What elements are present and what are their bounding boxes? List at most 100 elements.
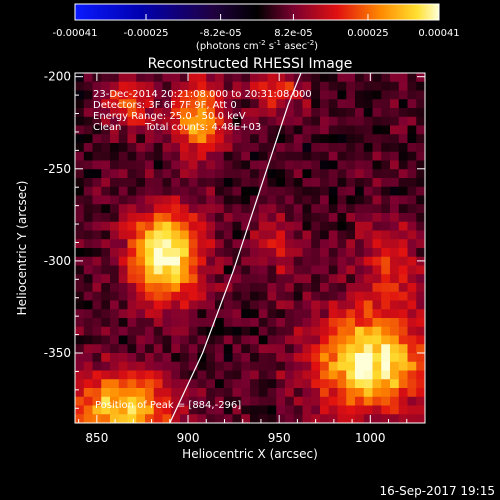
heatmap-cell <box>258 178 268 188</box>
heatmap-cell <box>153 160 163 170</box>
heatmap-cell <box>302 283 312 293</box>
heatmap-cell <box>293 326 303 336</box>
heatmap-cell <box>153 256 163 266</box>
heatmap-cell <box>276 239 286 249</box>
heatmap-cell <box>162 178 172 188</box>
heatmap-cell <box>258 309 268 319</box>
heatmap-cell <box>171 361 181 371</box>
heatmap-cell <box>215 353 225 363</box>
heatmap-cell <box>407 230 417 240</box>
heatmap-cell <box>337 256 347 266</box>
heatmap-cell <box>337 160 347 170</box>
heatmap-cell <box>363 248 373 258</box>
heatmap-cell <box>328 318 338 328</box>
heatmap-cell <box>363 300 373 310</box>
heatmap-cell <box>258 335 268 345</box>
heatmap-cell <box>293 414 303 423</box>
heatmap-cell <box>101 195 111 205</box>
heatmap-cell <box>285 256 295 266</box>
heatmap-cell <box>381 405 391 415</box>
heatmap-cell <box>145 300 155 310</box>
heatmap-cell <box>127 81 137 91</box>
heatmap-cell <box>381 239 391 249</box>
heatmap-cell <box>302 361 312 371</box>
heatmap-cell <box>162 309 172 319</box>
heatmap-cell <box>355 318 365 328</box>
heatmap-cell <box>398 414 408 423</box>
heatmap-cell <box>267 239 277 249</box>
heatmap-cell <box>232 169 242 179</box>
heatmap-cell <box>337 414 347 423</box>
heatmap-cell <box>118 256 128 266</box>
heatmap-cell <box>372 221 382 231</box>
heatmap-cell <box>250 248 260 258</box>
heatmap-cell <box>188 370 198 380</box>
heatmap-cell <box>302 414 312 423</box>
heatmap-cell <box>136 73 146 83</box>
heatmap-cell <box>250 291 260 301</box>
heatmap-cell <box>188 344 198 354</box>
heatmap-cell <box>276 186 286 196</box>
heatmap-cell <box>232 116 242 126</box>
heatmap-cell <box>416 239 425 249</box>
heatmap-cell <box>241 221 251 231</box>
heatmap-cell <box>355 300 365 310</box>
heatmap-cell <box>267 151 277 161</box>
heatmap-cell <box>285 221 295 231</box>
heatmap-cell <box>127 178 137 188</box>
heatmap-cell <box>118 379 128 389</box>
heatmap-cell <box>267 73 277 83</box>
heatmap-cell <box>127 344 137 354</box>
heatmap-cell <box>127 326 137 336</box>
heatmap-cell <box>75 361 85 371</box>
heatmap-cell <box>293 248 303 258</box>
heatmap-cell <box>372 169 382 179</box>
heatmap-cell <box>171 116 181 126</box>
heatmap-cell <box>232 361 242 371</box>
heatmap-cell <box>223 344 233 354</box>
heatmap-cell <box>92 370 102 380</box>
heatmap-cell <box>188 230 198 240</box>
heatmap-cell <box>197 370 207 380</box>
heatmap-cell <box>346 186 356 196</box>
heatmap-cell <box>127 291 137 301</box>
heatmap-cell <box>110 291 120 301</box>
heatmap-cell <box>250 143 260 153</box>
heatmap-cell <box>118 90 128 100</box>
heatmap-cell <box>390 318 400 328</box>
heatmap-cell <box>381 335 391 345</box>
heatmap-cell <box>241 160 251 170</box>
heatmap-cell <box>390 160 400 170</box>
heatmap-cell <box>416 90 425 100</box>
heatmap-cell <box>355 143 365 153</box>
heatmap-cell <box>363 353 373 363</box>
y-tick-label: -300 <box>44 254 71 268</box>
heatmap-cell <box>250 213 260 223</box>
heatmap-cell <box>285 195 295 205</box>
heatmap-cell <box>118 73 128 83</box>
heatmap-cell <box>188 353 198 363</box>
heatmap-cell <box>136 344 146 354</box>
heatmap-cell <box>328 274 338 284</box>
heatmap-cell <box>92 213 102 223</box>
heatmap-cell <box>416 213 425 223</box>
heatmap-cell <box>241 309 251 319</box>
heatmap-cell <box>276 125 286 135</box>
heatmap-cell <box>127 265 137 275</box>
heatmap-cell <box>206 291 216 301</box>
heatmap-cell <box>337 230 347 240</box>
heatmap-cell <box>223 274 233 284</box>
heatmap-cell <box>110 178 120 188</box>
heatmap-cell <box>197 239 207 249</box>
heatmap-cell <box>276 344 286 354</box>
heatmap-cell <box>398 274 408 284</box>
heatmap-cell <box>171 256 181 266</box>
heatmap-cell <box>276 335 286 345</box>
heatmap-cell <box>101 379 111 389</box>
heatmap-cell <box>241 125 251 135</box>
heatmap-cell <box>276 116 286 126</box>
heatmap-cell <box>92 81 102 91</box>
annotation-method: Clean <box>93 122 121 133</box>
heatmap-cell <box>320 379 330 389</box>
heatmap-cell <box>398 230 408 240</box>
